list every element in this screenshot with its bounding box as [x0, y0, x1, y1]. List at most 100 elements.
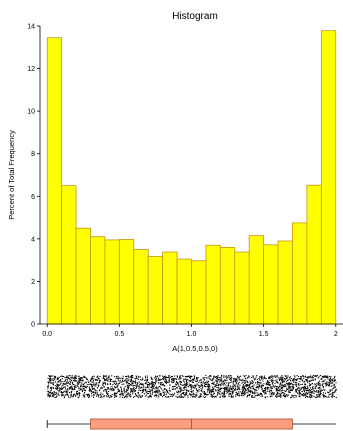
rug-point — [69, 380, 71, 382]
rug-point — [266, 381, 268, 383]
rug-point — [154, 391, 156, 393]
rug-point — [200, 381, 202, 383]
rug-point — [217, 385, 219, 387]
rug-point — [238, 386, 240, 388]
rug-point — [173, 393, 175, 395]
rug-point — [62, 383, 64, 385]
rug-point — [252, 395, 254, 397]
rug-point — [299, 381, 301, 383]
rug-point — [260, 376, 262, 378]
rug-point — [157, 387, 159, 389]
rug-point — [322, 394, 324, 396]
rug-point — [196, 394, 198, 396]
rug-point — [243, 375, 245, 377]
rug-point — [310, 384, 312, 386]
rug-point — [311, 391, 313, 393]
rug-point — [328, 380, 330, 382]
rug-point — [120, 390, 122, 392]
rug-point — [94, 393, 96, 395]
rug-point — [47, 385, 49, 387]
rug-point — [131, 383, 133, 385]
rug-point — [157, 375, 159, 377]
rug-point — [217, 375, 219, 377]
rug-point — [309, 384, 311, 386]
rug-point — [158, 389, 160, 391]
rug-point — [170, 395, 172, 397]
rug-point — [227, 389, 229, 391]
rug-point — [127, 378, 129, 380]
rug-point — [160, 393, 162, 395]
rug-point — [294, 379, 296, 381]
x-tick-label: 2 — [334, 331, 338, 338]
rug-point — [72, 394, 74, 396]
rug-point — [236, 385, 238, 387]
rug-point — [115, 377, 117, 379]
rug-point — [301, 379, 303, 381]
rug-point — [114, 395, 116, 397]
box-plot — [46, 418, 336, 430]
rug-point — [320, 384, 322, 386]
rug-point — [176, 387, 178, 389]
rug-point — [300, 378, 302, 380]
rug-point — [229, 375, 231, 377]
rug-point — [109, 387, 111, 389]
rug-point — [212, 386, 214, 388]
rug-point — [148, 396, 150, 398]
rug-point — [285, 378, 287, 380]
rug-point — [303, 389, 305, 391]
rug-point — [50, 375, 52, 377]
rug-point — [168, 377, 170, 379]
rug-point — [114, 386, 116, 388]
rug-point — [334, 386, 336, 388]
rug-point — [291, 396, 293, 398]
histogram-bar — [191, 260, 207, 325]
rug-point — [260, 382, 262, 384]
rug-point — [153, 386, 155, 388]
rug-point — [72, 380, 74, 382]
rug-point — [186, 390, 188, 392]
rug-point — [62, 394, 64, 396]
rug-point — [288, 382, 290, 384]
rug-point — [295, 390, 297, 392]
rug-point — [159, 393, 161, 395]
rug-point — [150, 396, 152, 398]
rug-point — [257, 380, 259, 382]
rug-point — [119, 379, 121, 381]
rug-point — [297, 378, 299, 380]
rug-point — [120, 392, 122, 394]
rug-point — [114, 393, 116, 395]
rug-point — [153, 384, 155, 386]
rug-point — [213, 386, 215, 388]
rug-point — [182, 392, 184, 394]
rug-point — [250, 382, 252, 384]
rug-point — [281, 392, 283, 394]
rug-point — [66, 391, 68, 393]
rug-point — [273, 392, 275, 394]
rug-point — [90, 378, 92, 380]
rug-point — [293, 386, 295, 388]
rug-point — [246, 384, 248, 386]
rug-point — [153, 377, 155, 379]
rug-point — [94, 384, 96, 386]
rug-point — [173, 378, 175, 380]
rug-point — [308, 391, 310, 393]
rug-point — [233, 385, 235, 387]
rug-point — [280, 376, 282, 378]
rug-point — [182, 392, 184, 394]
rug-point — [325, 375, 327, 377]
rug-point — [283, 390, 285, 392]
rug-point — [163, 394, 165, 396]
rug-point — [208, 384, 210, 386]
rug-point — [92, 385, 94, 387]
rug-point — [165, 378, 167, 380]
rug-point — [180, 387, 182, 389]
rug-point — [207, 382, 209, 384]
rug-point — [67, 388, 69, 390]
rug-point — [263, 389, 265, 391]
rug-point — [48, 382, 50, 384]
rug-point — [287, 375, 289, 377]
rug-point — [118, 389, 120, 391]
rug-point — [296, 382, 298, 384]
rug-point — [290, 388, 292, 390]
rug-point — [69, 383, 71, 385]
